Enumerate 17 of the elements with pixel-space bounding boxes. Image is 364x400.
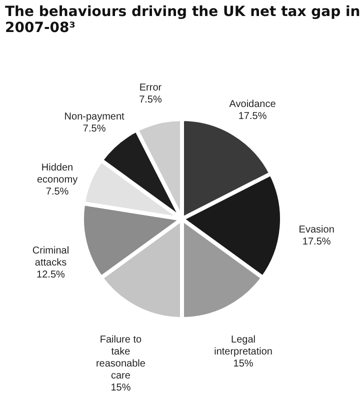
slice-label: Hidden economy xyxy=(36,162,78,186)
data-label: 17.5% xyxy=(238,110,267,122)
slice-label: Criminal attacks xyxy=(32,246,70,269)
data-label: 7.5% xyxy=(46,186,69,198)
slice-label: Avoidance xyxy=(229,98,276,110)
chart-title: The behaviours driving the UK net tax gap in 2007-08³ xyxy=(5,4,360,36)
slice-label: Legal interpretation xyxy=(214,334,272,358)
data-label: 12.5% xyxy=(36,270,66,281)
data-label: 7.5% xyxy=(82,123,106,134)
data-label: 15% xyxy=(110,382,131,394)
slice-label: Failure to take reasonable care xyxy=(96,334,146,382)
data-label: 17.5% xyxy=(302,236,331,248)
data-label: 15% xyxy=(233,358,254,370)
slice-label: Non-payment xyxy=(64,111,125,122)
slice-label: Error xyxy=(139,82,162,94)
data-label: 7.5% xyxy=(139,94,162,106)
slice-label: Evasion xyxy=(298,224,334,236)
